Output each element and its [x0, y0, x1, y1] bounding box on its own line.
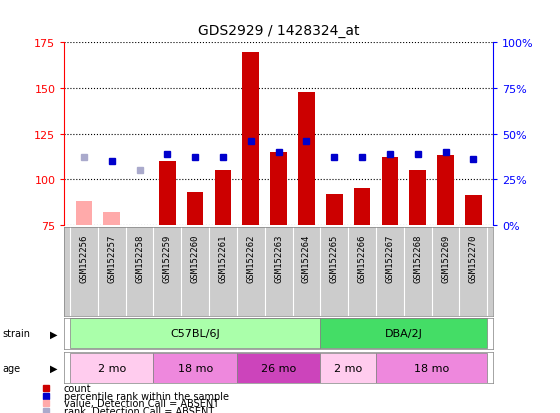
- Bar: [320, 319, 487, 349]
- Text: GSM152269: GSM152269: [441, 234, 450, 282]
- Text: 18 mo: 18 mo: [178, 363, 213, 373]
- Text: 2 mo: 2 mo: [334, 363, 362, 373]
- Bar: [409, 171, 426, 225]
- Text: GSM152258: GSM152258: [135, 234, 144, 282]
- Text: age: age: [3, 363, 21, 373]
- Text: ▶: ▶: [50, 328, 58, 339]
- Title: GDS2929 / 1428324_at: GDS2929 / 1428324_at: [198, 24, 360, 38]
- Text: count: count: [64, 383, 91, 393]
- Text: GSM152268: GSM152268: [413, 234, 422, 282]
- Text: C57BL/6J: C57BL/6J: [170, 328, 220, 339]
- Text: 18 mo: 18 mo: [414, 363, 449, 373]
- Text: GSM152270: GSM152270: [469, 234, 478, 282]
- Text: GSM152256: GSM152256: [80, 234, 88, 282]
- Bar: [104, 212, 120, 225]
- Text: rank, Detection Call = ABSENT: rank, Detection Call = ABSENT: [64, 406, 214, 413]
- Text: 26 mo: 26 mo: [261, 363, 296, 373]
- Bar: [70, 319, 320, 349]
- Text: percentile rank within the sample: percentile rank within the sample: [64, 391, 229, 401]
- Text: 2 mo: 2 mo: [97, 363, 126, 373]
- Text: GSM152257: GSM152257: [107, 234, 116, 282]
- Text: GSM152261: GSM152261: [218, 234, 227, 282]
- Bar: [381, 158, 398, 225]
- Text: GSM152259: GSM152259: [163, 234, 172, 282]
- Bar: [153, 353, 237, 382]
- Bar: [320, 353, 376, 382]
- Text: strain: strain: [3, 328, 31, 339]
- Text: GSM152262: GSM152262: [246, 234, 255, 282]
- Bar: [214, 171, 231, 225]
- Bar: [270, 152, 287, 225]
- Bar: [298, 93, 315, 225]
- Bar: [70, 353, 153, 382]
- Bar: [326, 194, 343, 225]
- Bar: [354, 189, 370, 225]
- Text: GSM152267: GSM152267: [385, 234, 394, 282]
- Bar: [237, 353, 320, 382]
- Bar: [437, 156, 454, 225]
- Bar: [242, 52, 259, 225]
- Text: ▶: ▶: [50, 363, 58, 373]
- Bar: [465, 196, 482, 225]
- Text: GSM152264: GSM152264: [302, 234, 311, 282]
- Text: GSM152265: GSM152265: [330, 234, 339, 282]
- Bar: [159, 161, 176, 225]
- Bar: [76, 202, 92, 225]
- Bar: [187, 192, 203, 225]
- Text: value, Detection Call = ABSENT: value, Detection Call = ABSENT: [64, 399, 219, 408]
- Bar: [376, 353, 487, 382]
- Text: DBA/2J: DBA/2J: [385, 328, 423, 339]
- Text: GSM152260: GSM152260: [190, 234, 200, 282]
- Text: GSM152266: GSM152266: [357, 234, 367, 282]
- Text: GSM152263: GSM152263: [274, 234, 283, 282]
